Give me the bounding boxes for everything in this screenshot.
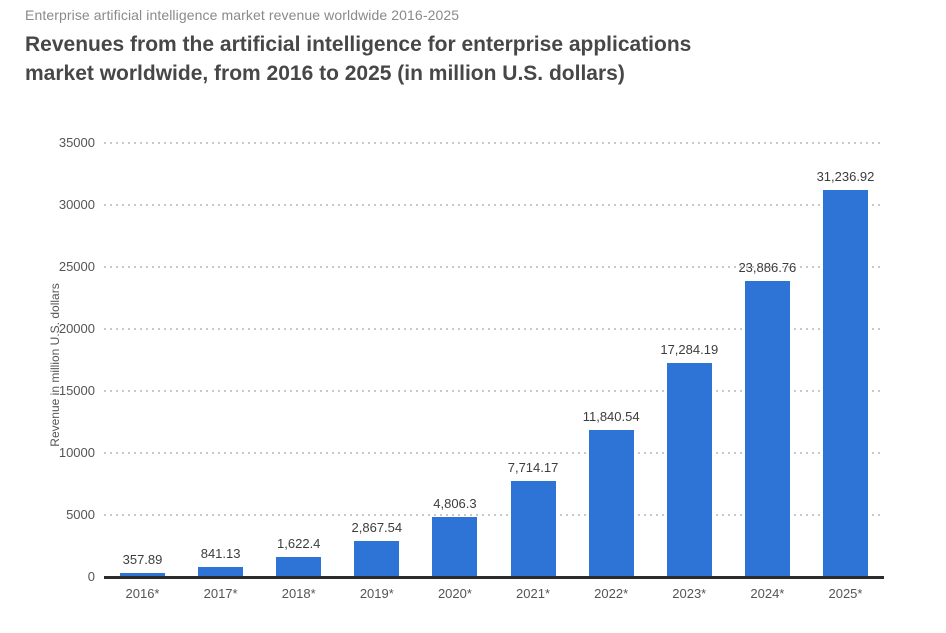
bar	[588, 430, 634, 577]
y-tick-label: 20000	[58, 321, 95, 336]
bar-value-label: 7,714.17	[507, 460, 559, 476]
y-tick-label: 35000	[58, 135, 95, 150]
gridline	[104, 142, 884, 144]
gridline	[104, 204, 884, 206]
gridline	[104, 266, 884, 268]
bar-value-label: 31,236.92	[816, 168, 875, 184]
bar-value-label: 841.13	[200, 545, 241, 561]
x-tick-label: 2019*	[359, 586, 394, 601]
x-tick-label: 2022*	[594, 586, 629, 601]
bar	[432, 517, 478, 577]
bar	[510, 481, 556, 577]
x-axis-line	[104, 576, 884, 579]
x-tick-label: 2023*	[672, 586, 707, 601]
bar-value-label: 23,886.76	[738, 259, 797, 275]
bar	[198, 566, 244, 577]
eyebrow-caption: Enterprise artificial intelligence marke…	[25, 7, 460, 23]
y-tick-label: 0	[87, 569, 95, 584]
x-tick-label: 2017*	[203, 586, 238, 601]
bar-value-label: 1,622.4	[277, 535, 321, 551]
gridline	[104, 328, 884, 330]
x-tick-label: 2025*	[828, 586, 863, 601]
bar	[120, 572, 165, 577]
bar-value-label: 357.89	[122, 551, 163, 567]
y-tick-label: 15000	[58, 383, 95, 398]
y-tick-label: 5000	[66, 507, 95, 522]
bar-value-label: 4,806.3	[433, 496, 477, 512]
page-title-line-1: Revenues from the artificial intelligenc…	[25, 33, 692, 56]
bar-value-label: 11,840.54	[582, 409, 640, 425]
x-tick-label: 2018*	[281, 586, 316, 601]
gridline	[104, 452, 884, 454]
x-tick-label: 2020*	[437, 586, 472, 601]
gridline	[104, 514, 884, 516]
bar	[354, 541, 400, 577]
page-title-line-2: market worldwide, from 2016 to 2025 (in …	[25, 62, 625, 85]
bar	[276, 556, 322, 577]
bar	[822, 189, 868, 577]
x-tick-label: 2016*	[125, 586, 160, 601]
bar-value-label: 2,867.54	[351, 520, 403, 536]
y-axis-title: Revenue in million U.S. dollars	[48, 283, 62, 447]
bar	[744, 280, 790, 577]
y-tick-label: 25000	[58, 259, 95, 274]
gridline	[104, 390, 884, 392]
bar	[666, 362, 712, 577]
bar-value-label: 17,284.19	[660, 341, 719, 357]
y-tick-label: 10000	[58, 445, 95, 460]
y-tick-label: 30000	[58, 197, 95, 212]
x-tick-label: 2021*	[516, 586, 551, 601]
x-tick-label: 2024*	[750, 586, 785, 601]
page-title: Revenues from the artificial intelligenc…	[25, 30, 855, 88]
